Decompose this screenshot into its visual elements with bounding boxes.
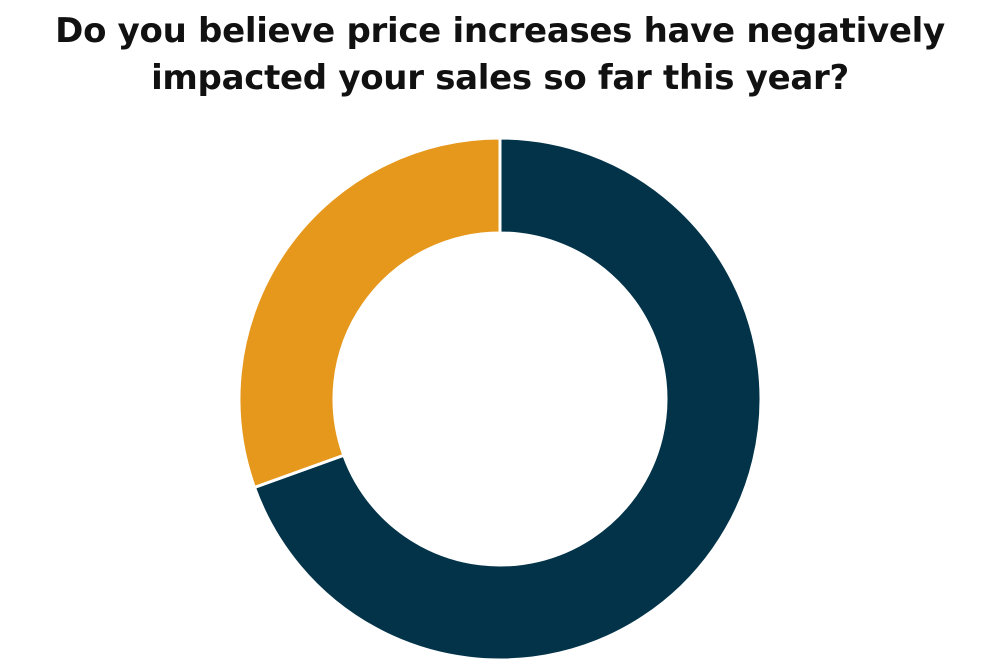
donut-slices	[237, 136, 763, 662]
donut-slice-2	[237, 136, 502, 490]
donut-slice-1	[252, 136, 763, 662]
chart-title: Do you believe price increases have nega…	[55, 11, 945, 98]
